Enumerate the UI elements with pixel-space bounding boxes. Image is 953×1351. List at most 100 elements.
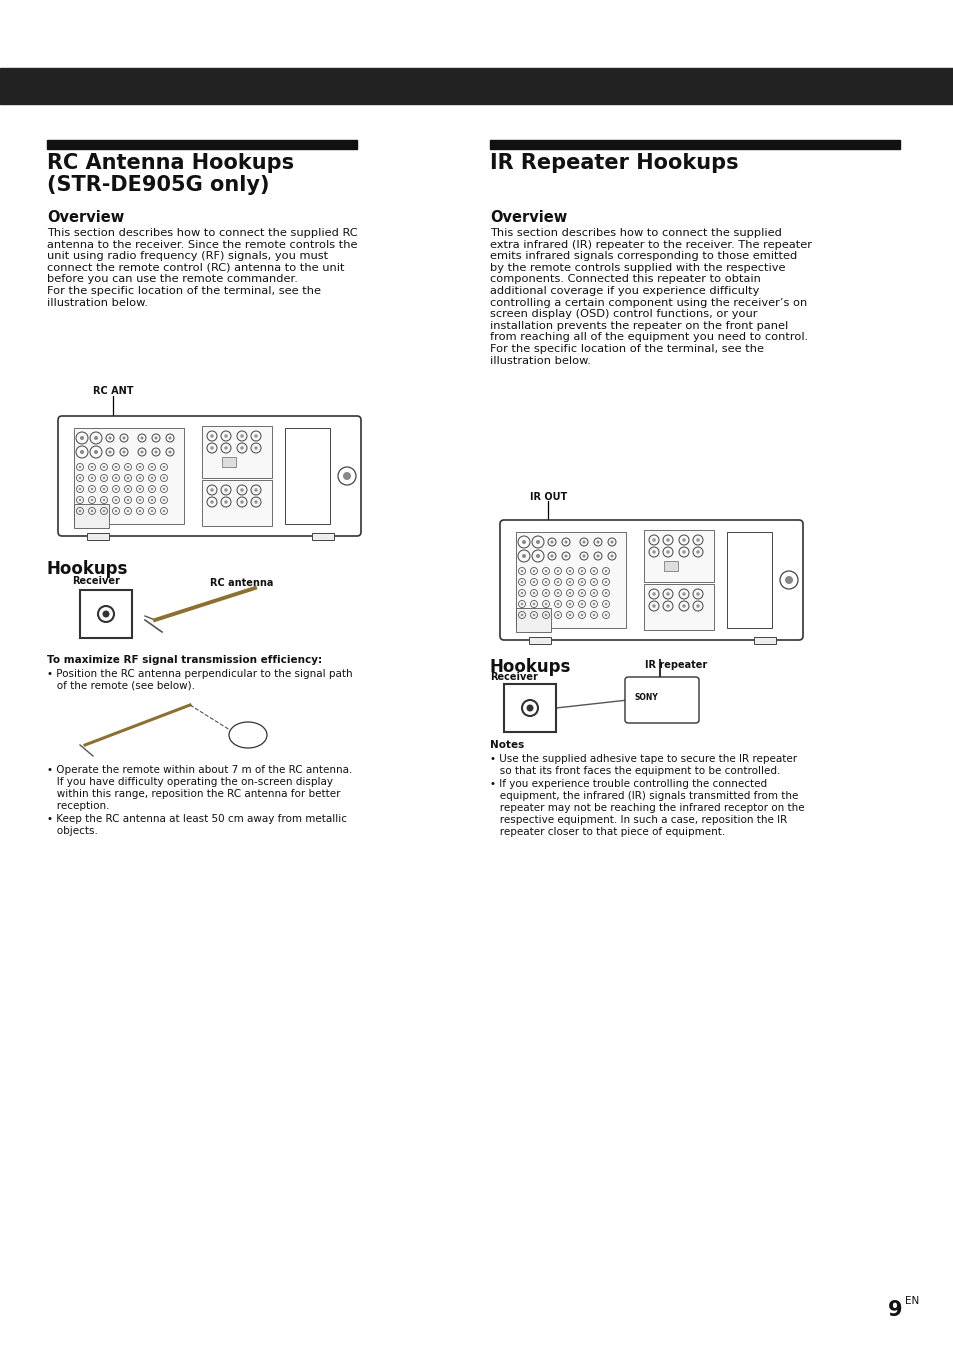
Text: • Keep the RC antenna at least 50 cm away from metallic: • Keep the RC antenna at least 50 cm awa… bbox=[47, 815, 347, 824]
Text: SONY: SONY bbox=[635, 693, 659, 703]
Circle shape bbox=[103, 499, 105, 501]
Circle shape bbox=[696, 538, 700, 542]
Circle shape bbox=[151, 488, 153, 490]
Circle shape bbox=[102, 611, 110, 617]
Bar bbox=[643, 584, 713, 630]
Circle shape bbox=[240, 434, 244, 438]
Circle shape bbox=[240, 500, 244, 504]
Circle shape bbox=[696, 592, 700, 596]
Text: If you have difficulty operating the on-screen display: If you have difficulty operating the on-… bbox=[47, 777, 333, 788]
Text: IR repeater: IR repeater bbox=[644, 661, 706, 670]
Circle shape bbox=[343, 471, 351, 480]
Circle shape bbox=[151, 499, 153, 501]
Circle shape bbox=[169, 436, 172, 439]
Circle shape bbox=[80, 450, 84, 454]
Circle shape bbox=[568, 570, 571, 573]
Text: objects.: objects. bbox=[47, 825, 98, 836]
Circle shape bbox=[138, 499, 141, 501]
Circle shape bbox=[580, 570, 582, 573]
Text: repeater closer to that piece of equipment.: repeater closer to that piece of equipme… bbox=[490, 827, 724, 838]
Circle shape bbox=[681, 604, 685, 608]
Circle shape bbox=[103, 477, 105, 480]
Bar bbox=[285, 428, 330, 524]
Circle shape bbox=[521, 540, 525, 544]
Circle shape bbox=[564, 540, 567, 543]
Circle shape bbox=[665, 550, 669, 554]
Circle shape bbox=[544, 613, 547, 616]
Circle shape bbox=[568, 581, 571, 584]
Text: Overview: Overview bbox=[490, 209, 567, 226]
Circle shape bbox=[80, 436, 84, 440]
Circle shape bbox=[557, 581, 558, 584]
Circle shape bbox=[91, 488, 93, 490]
Circle shape bbox=[557, 592, 558, 594]
Circle shape bbox=[564, 554, 567, 558]
Circle shape bbox=[580, 592, 582, 594]
Circle shape bbox=[544, 581, 547, 584]
Circle shape bbox=[109, 450, 112, 454]
Circle shape bbox=[79, 466, 81, 469]
Circle shape bbox=[520, 581, 522, 584]
Circle shape bbox=[582, 554, 585, 558]
Circle shape bbox=[138, 488, 141, 490]
Text: IR Repeater Hookups: IR Repeater Hookups bbox=[490, 153, 738, 173]
Circle shape bbox=[610, 540, 613, 543]
Circle shape bbox=[253, 500, 257, 504]
Bar bbox=[663, 561, 678, 571]
Circle shape bbox=[127, 477, 129, 480]
Circle shape bbox=[596, 540, 598, 543]
Circle shape bbox=[604, 581, 606, 584]
Text: respective equipment. In such a case, reposition the IR: respective equipment. In such a case, re… bbox=[490, 815, 786, 825]
Text: Hookups: Hookups bbox=[490, 658, 571, 676]
Circle shape bbox=[94, 450, 98, 454]
Text: 9: 9 bbox=[887, 1300, 902, 1320]
Circle shape bbox=[224, 446, 228, 450]
Circle shape bbox=[544, 592, 547, 594]
Circle shape bbox=[138, 477, 141, 480]
Circle shape bbox=[532, 581, 535, 584]
FancyBboxPatch shape bbox=[624, 677, 699, 723]
Bar bbox=[74, 428, 184, 524]
Circle shape bbox=[114, 477, 117, 480]
Circle shape bbox=[592, 592, 595, 594]
Circle shape bbox=[163, 466, 165, 469]
Circle shape bbox=[91, 509, 93, 512]
Circle shape bbox=[681, 592, 685, 596]
Circle shape bbox=[79, 509, 81, 512]
Circle shape bbox=[109, 436, 112, 439]
Text: Receiver: Receiver bbox=[490, 671, 537, 682]
Circle shape bbox=[696, 550, 700, 554]
Circle shape bbox=[532, 603, 535, 605]
Bar bbox=[753, 638, 775, 644]
Bar bbox=[222, 457, 235, 467]
Circle shape bbox=[544, 603, 547, 605]
Text: equipment, the infrared (IR) signals transmitted from the: equipment, the infrared (IR) signals tra… bbox=[490, 790, 798, 801]
Circle shape bbox=[550, 540, 553, 543]
Circle shape bbox=[604, 613, 606, 616]
Circle shape bbox=[592, 581, 595, 584]
Circle shape bbox=[103, 466, 105, 469]
Bar bbox=[80, 590, 132, 638]
Circle shape bbox=[550, 554, 553, 558]
Circle shape bbox=[526, 704, 533, 712]
Circle shape bbox=[568, 613, 571, 616]
Text: Notes: Notes bbox=[490, 740, 524, 750]
Text: RC ANT: RC ANT bbox=[92, 386, 133, 396]
Circle shape bbox=[91, 466, 93, 469]
Bar bbox=[0, 68, 953, 104]
Text: RC Antenna Hookups: RC Antenna Hookups bbox=[47, 153, 294, 173]
Circle shape bbox=[140, 450, 143, 454]
Circle shape bbox=[114, 488, 117, 490]
Circle shape bbox=[94, 436, 98, 440]
Bar bbox=[87, 534, 109, 540]
Circle shape bbox=[224, 500, 228, 504]
Circle shape bbox=[582, 540, 585, 543]
Circle shape bbox=[652, 550, 655, 554]
Circle shape bbox=[114, 466, 117, 469]
Circle shape bbox=[224, 488, 228, 492]
Bar bbox=[202, 480, 272, 526]
Circle shape bbox=[604, 570, 606, 573]
Circle shape bbox=[580, 581, 582, 584]
Text: IR OUT: IR OUT bbox=[530, 492, 567, 503]
Circle shape bbox=[163, 509, 165, 512]
